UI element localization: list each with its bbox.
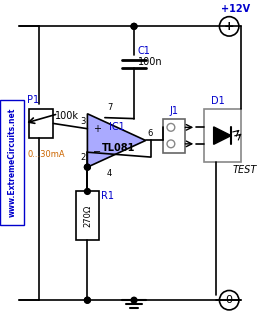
Text: R1: R1 <box>101 191 114 201</box>
Circle shape <box>131 23 137 29</box>
FancyBboxPatch shape <box>163 119 185 153</box>
FancyBboxPatch shape <box>204 109 241 162</box>
FancyBboxPatch shape <box>29 109 54 138</box>
Text: −: − <box>93 147 101 157</box>
Text: 6: 6 <box>148 129 153 138</box>
Text: +: + <box>224 20 234 33</box>
Text: P1: P1 <box>27 95 39 105</box>
Text: TEST: TEST <box>233 165 257 175</box>
FancyBboxPatch shape <box>76 191 99 240</box>
Text: J1: J1 <box>169 106 178 116</box>
Circle shape <box>131 297 137 303</box>
Polygon shape <box>87 114 146 167</box>
Text: +: + <box>93 124 101 134</box>
Circle shape <box>85 164 90 170</box>
Text: 0...30mA: 0...30mA <box>27 150 65 159</box>
Polygon shape <box>214 127 231 144</box>
Circle shape <box>131 23 137 29</box>
Text: C1: C1 <box>138 46 151 56</box>
Circle shape <box>85 188 90 194</box>
Circle shape <box>85 164 90 170</box>
Text: 2: 2 <box>80 153 85 162</box>
Text: www.ExtremeCircuits.net: www.ExtremeCircuits.net <box>8 108 17 217</box>
Circle shape <box>85 297 90 303</box>
Text: TL081: TL081 <box>102 143 135 153</box>
Text: 100k: 100k <box>55 111 79 121</box>
Text: IC1: IC1 <box>109 122 124 132</box>
Circle shape <box>85 297 90 303</box>
Text: +12V: +12V <box>221 4 251 14</box>
Text: 7: 7 <box>107 103 112 112</box>
Text: D1: D1 <box>211 96 224 106</box>
Text: 270Ω: 270Ω <box>83 204 92 227</box>
Text: 0: 0 <box>226 295 233 305</box>
Text: 4: 4 <box>107 169 112 178</box>
Text: 100n: 100n <box>138 57 163 67</box>
Text: 3: 3 <box>80 117 85 126</box>
